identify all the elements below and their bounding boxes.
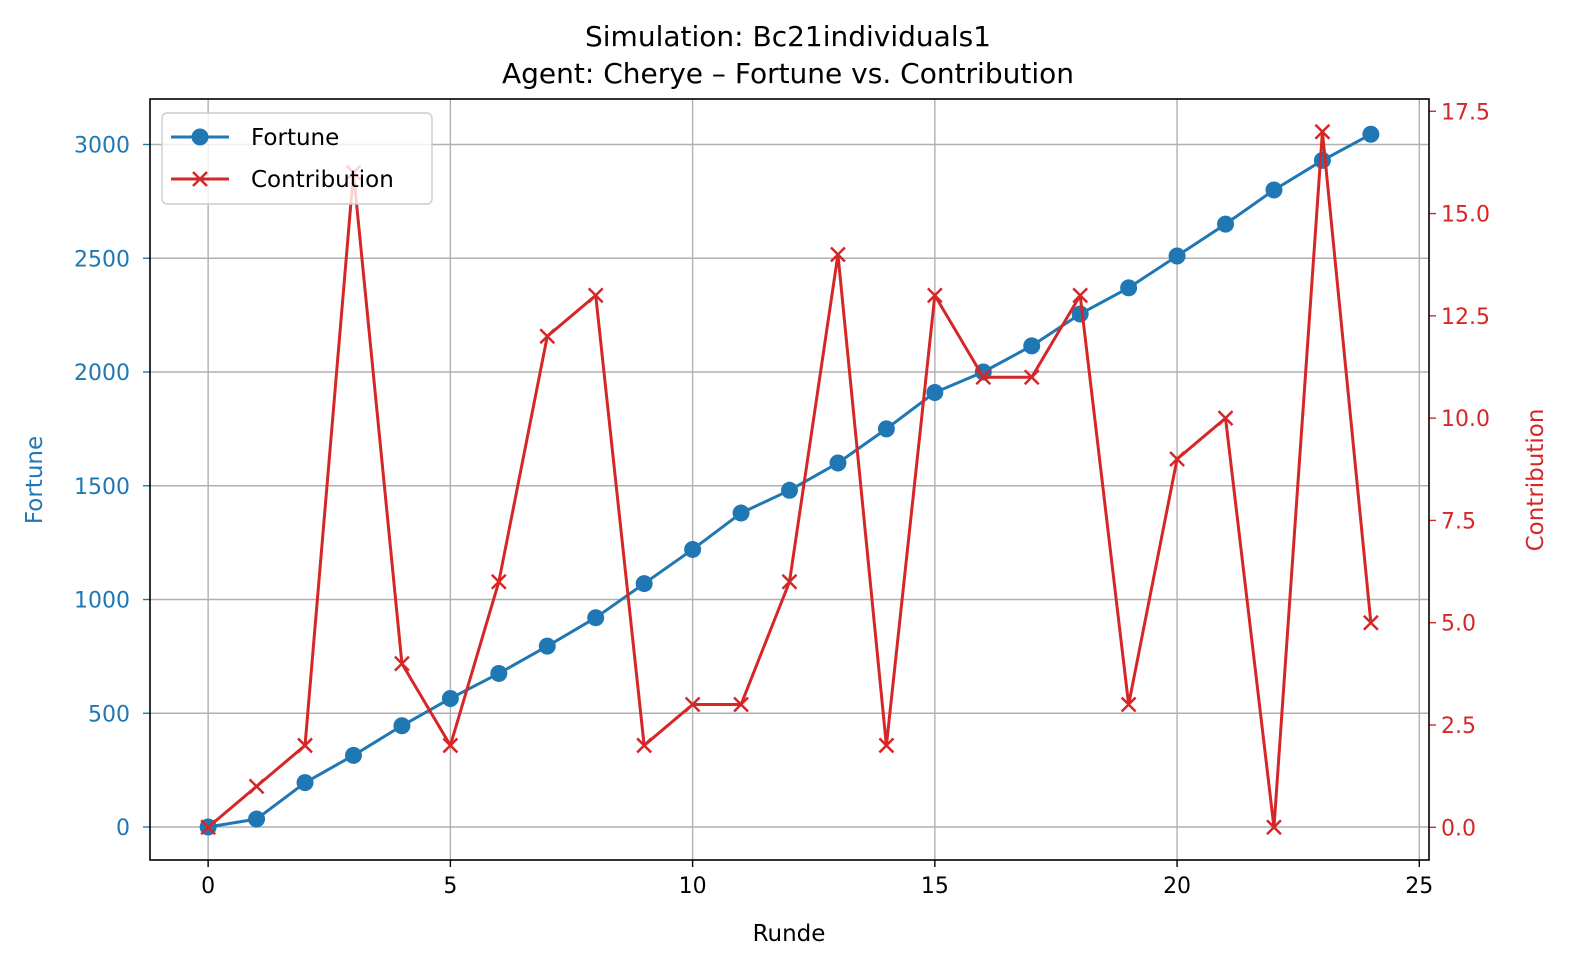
- contribution-point: [1314, 123, 1331, 140]
- fortune-point: [1168, 247, 1186, 265]
- contribution-point: [200, 819, 217, 836]
- y-left-tick-label: 2000: [74, 361, 130, 386]
- fortune-point: [1313, 151, 1331, 169]
- x-tick-label: 15: [921, 874, 949, 899]
- y-right-tick-label: 5.0: [1441, 612, 1476, 637]
- fortune-point: [732, 504, 750, 522]
- fortune-point: [1071, 305, 1089, 323]
- fortune-point: [829, 454, 847, 472]
- fortune-point: [877, 420, 895, 438]
- fortune-point: [926, 383, 944, 401]
- y-left-tick-label: 3000: [74, 134, 130, 159]
- x-axis-label: Runde: [753, 921, 826, 947]
- fortune-point: [538, 637, 556, 655]
- y-left-tick-label: 2500: [74, 247, 130, 272]
- y-right-tick-label: 15.0: [1441, 203, 1490, 228]
- y-axis-left-label: Fortune: [22, 436, 48, 524]
- x-tick-label: 10: [679, 874, 707, 899]
- chart-title: Simulation: Bc21individuals1: [585, 20, 991, 53]
- y-right-tick-label: 7.5: [1441, 509, 1476, 534]
- contribution-point: [248, 778, 265, 795]
- legend-box: [161, 112, 433, 205]
- contribution-point: [636, 737, 653, 754]
- contribution-line: [207, 130, 1373, 829]
- y-right-tick-label: 2.5: [1441, 714, 1476, 739]
- contribution-point: [1266, 819, 1282, 836]
- legend-marker-icon: [191, 128, 209, 146]
- y-left-tick-label: 500: [88, 702, 130, 727]
- series-layer: [199, 123, 1380, 836]
- legend-label: Fortune: [251, 125, 339, 151]
- x-tick-label: 5: [443, 874, 457, 899]
- legend: Fortune Contribution: [161, 112, 433, 205]
- contribution-point: [781, 573, 798, 590]
- fortune-point: [344, 746, 362, 764]
- contribution-point: [733, 696, 749, 713]
- contribution-point: [878, 737, 895, 754]
- contribution-point: [442, 737, 459, 754]
- series-contribution: [200, 123, 1379, 836]
- y-left-tick-label: 1500: [74, 475, 130, 500]
- fortune-point: [587, 609, 605, 627]
- x-axis-ticks: 0 5 10 15 20 25: [201, 860, 1433, 899]
- contribution-point: [975, 369, 992, 386]
- x-tick-label: 25: [1405, 874, 1433, 899]
- contribution-point: [539, 328, 556, 345]
- contribution-point: [1072, 287, 1089, 304]
- contribution-point: [297, 737, 313, 754]
- series-fortune: [199, 125, 1380, 836]
- fortune-point: [684, 540, 702, 558]
- fortune-point: [781, 481, 798, 499]
- y-axis-right-label: Contribution: [1523, 409, 1549, 552]
- contribution-point: [394, 655, 410, 672]
- contribution-point: [1023, 369, 1040, 386]
- contribution-point: [1362, 614, 1379, 631]
- chart-subtitle: Agent: Cherye – Fortune vs. Contribution: [502, 57, 1074, 90]
- fortune-point: [1265, 181, 1283, 199]
- contribution-point: [1169, 451, 1185, 467]
- fortune-point: [1023, 337, 1041, 355]
- fortune-point: [635, 575, 653, 593]
- contribution-point: [926, 287, 943, 304]
- legend-label: Contribution: [251, 167, 394, 193]
- y-left-tick-label: 1000: [74, 589, 130, 614]
- contribution-point: [830, 246, 846, 263]
- fortune-point: [1362, 125, 1380, 143]
- fortune-point: [1120, 279, 1138, 297]
- y-axis-left-ticks: 0 500 1000 1500 2000 2500 3000: [74, 134, 150, 841]
- fortune-point: [441, 689, 459, 707]
- fortune-point: [248, 810, 266, 828]
- contribution-point: [587, 287, 604, 304]
- y-axis-right-ticks: 0.0 2.5 5.0 7.5 10.0 12.5 15.0 17.5: [1429, 100, 1490, 841]
- fortune-point: [393, 717, 411, 735]
- fortune-point: [296, 774, 314, 792]
- contribution-point: [490, 573, 507, 590]
- x-tick-label: 0: [201, 874, 215, 899]
- legend-marker-icon: [192, 171, 208, 187]
- grid: [150, 99, 1429, 860]
- legend-item-fortune: Fortune: [171, 125, 339, 151]
- contribution-point: [684, 696, 701, 713]
- y-left-tick-label: 0: [116, 816, 130, 841]
- y-right-tick-label: 12.5: [1441, 305, 1490, 330]
- plot-frame: [149, 98, 1430, 861]
- y-right-tick-label: 10.0: [1441, 407, 1490, 432]
- y-right-tick-label: 0.0: [1441, 816, 1476, 841]
- y-right-tick-label: 17.5: [1441, 100, 1490, 125]
- legend-item-contribution: Contribution: [171, 167, 394, 193]
- contribution-point: [1217, 410, 1234, 427]
- x-tick-label: 20: [1163, 874, 1191, 899]
- fortune-point: [490, 664, 508, 682]
- fortune-point: [1217, 215, 1235, 233]
- contribution-point: [1120, 696, 1137, 713]
